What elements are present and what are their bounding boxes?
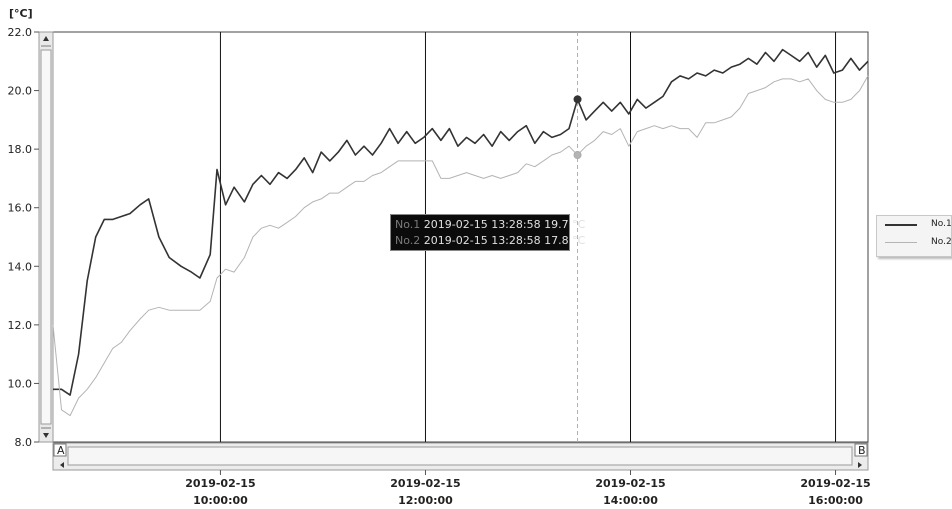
vertical-scrollbar[interactable] — [38, 31, 54, 443]
x-tick-label-time: 10:00:00 — [193, 494, 248, 507]
legend-item: No.2 — [877, 234, 952, 252]
range-marker-b[interactable] — [854, 443, 868, 457]
tooltip-row-1: No.1 2019-02-15 13:28:58 19.7 °C — [395, 217, 585, 233]
y-tick-label: 20.0 — [8, 85, 33, 98]
cursor-marker — [573, 151, 582, 159]
y-tick-label: 22.0 — [8, 26, 33, 39]
chevron-right-icon[interactable] — [858, 462, 862, 468]
range-marker-b-label: B — [858, 444, 866, 457]
y-tick-label: 14.0 — [8, 260, 33, 273]
tooltip-value: 2019-02-15 13:28:58 17.8 °C — [423, 234, 586, 247]
x-tick-label-time: 14:00:00 — [603, 494, 658, 507]
legend-swatch — [885, 224, 917, 226]
chevron-down-icon[interactable] — [43, 433, 49, 438]
chevron-up-icon[interactable] — [43, 36, 49, 41]
range-marker-a[interactable] — [53, 443, 67, 457]
x-tick-label-date: 2019-02-15 — [390, 477, 460, 490]
cursor-marker — [573, 95, 582, 104]
series-line-no1 — [53, 48, 869, 396]
x-tick-label-date: 2019-02-15 — [800, 477, 870, 490]
legend-swatch — [885, 242, 917, 243]
horizontal-scroll-thumb[interactable] — [67, 446, 853, 466]
x-tick-label-time: 12:00:00 — [398, 494, 453, 507]
x-tick-label-date: 2019-02-15 — [595, 477, 665, 490]
y-tick-label: 10.0 — [8, 377, 33, 390]
legend-item: No.1 — [877, 216, 952, 234]
y-tick-label: 12.0 — [8, 319, 33, 332]
legend: No.1 No.2 — [876, 215, 952, 257]
horizontal-scrollbar[interactable]: A B — [52, 442, 869, 471]
tooltip-row-2: No.2 2019-02-15 13:28:58 17.8 °C — [395, 233, 585, 249]
x-tick-label-time: 16:00:00 — [808, 494, 863, 507]
vertical-scroll-thumb[interactable] — [40, 49, 52, 425]
legend-label: No.1 — [931, 219, 952, 229]
tooltip-series-name: No.2 — [395, 234, 421, 247]
tooltip-value: 2019-02-15 13:28:58 19.7 °C — [423, 218, 586, 231]
y-tick-label: 18.0 — [8, 143, 33, 156]
y-tick-label: 16.0 — [8, 202, 33, 215]
cursor-tooltip: No.1 2019-02-15 13:28:58 19.7 °C No.2 20… — [390, 214, 585, 251]
chevron-left-icon[interactable] — [60, 462, 64, 468]
series-line-no2 — [52, 75, 869, 417]
tooltip-series-name: No.1 — [395, 218, 421, 231]
legend-label: No.2 — [931, 237, 952, 247]
y-unit-label: [°C] — [9, 7, 33, 20]
y-tick-label: 8.0 — [15, 436, 33, 449]
x-tick-label-date: 2019-02-15 — [185, 477, 255, 490]
range-marker-a-label: A — [57, 444, 65, 457]
